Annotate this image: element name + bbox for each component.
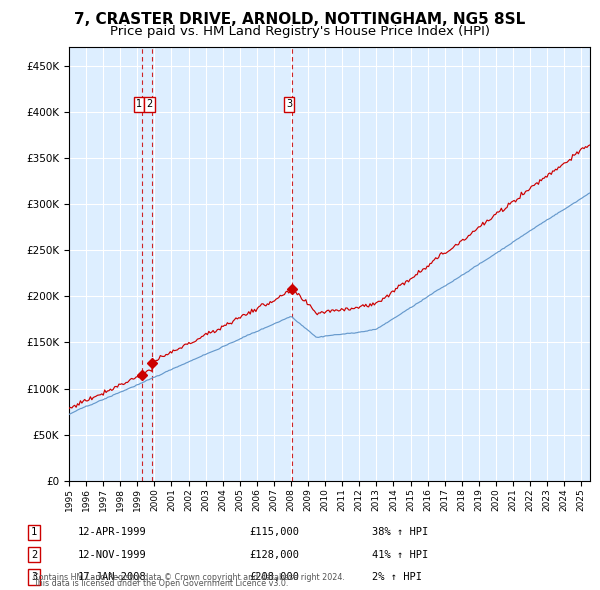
- Text: 12-APR-1999: 12-APR-1999: [78, 527, 147, 537]
- Text: Price paid vs. HM Land Registry's House Price Index (HPI): Price paid vs. HM Land Registry's House …: [110, 25, 490, 38]
- Text: 41% ↑ HPI: 41% ↑ HPI: [372, 550, 428, 559]
- Text: £208,000: £208,000: [249, 572, 299, 582]
- Text: 12-NOV-1999: 12-NOV-1999: [78, 550, 147, 559]
- Text: 7, CRASTER DRIVE, ARNOLD, NOTTINGHAM, NG5 8SL: 7, CRASTER DRIVE, ARNOLD, NOTTINGHAM, NG…: [74, 12, 526, 27]
- Text: £115,000: £115,000: [249, 527, 299, 537]
- Text: 3: 3: [31, 572, 37, 582]
- Text: Contains HM Land Registry data © Crown copyright and database right 2024.: Contains HM Land Registry data © Crown c…: [33, 573, 345, 582]
- Text: £128,000: £128,000: [249, 550, 299, 559]
- Text: 2: 2: [146, 99, 152, 109]
- Text: 2% ↑ HPI: 2% ↑ HPI: [372, 572, 422, 582]
- Text: 1: 1: [31, 527, 37, 537]
- Text: 2: 2: [31, 550, 37, 559]
- Text: 17-JAN-2008: 17-JAN-2008: [78, 572, 147, 582]
- Text: 3: 3: [286, 99, 292, 109]
- Text: 38% ↑ HPI: 38% ↑ HPI: [372, 527, 428, 537]
- Text: 1: 1: [136, 99, 142, 109]
- Text: This data is licensed under the Open Government Licence v3.0.: This data is licensed under the Open Gov…: [33, 579, 289, 588]
